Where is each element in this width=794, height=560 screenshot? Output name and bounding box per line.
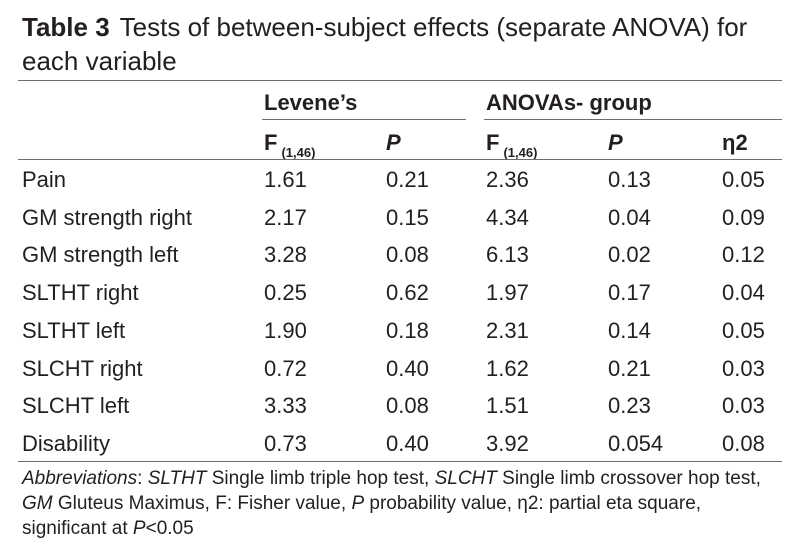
anova-group-header: ANOVAs- group (486, 90, 652, 115)
cell-variable: SLTHT right (22, 280, 139, 305)
cell-levene-p: 0.40 (386, 356, 429, 381)
footnote-segment: Abbreviations (22, 468, 138, 489)
cell-anova-p: 0.23 (608, 393, 651, 418)
col-header-anova-p: P (608, 130, 623, 155)
cell-levene-p: 0.08 (386, 242, 429, 267)
cell-levene-f: 3.33 (264, 393, 307, 418)
cell-variable: SLCHT right (22, 356, 143, 381)
col-header-levene-p: P (386, 130, 401, 155)
cell-levene-f: 3.28 (264, 242, 307, 267)
cell-anova-p: 0.13 (608, 167, 651, 192)
footnote-segment: SLCHT (434, 468, 497, 489)
cell-eta: 0.04 (722, 280, 765, 305)
cell-eta: 0.12 (722, 242, 765, 267)
footnote-segment: <0.05 (145, 518, 194, 539)
cell-levene-p: 0.62 (386, 280, 429, 305)
col-header-levene-f: F (1,46) (264, 130, 316, 160)
table-title: Tests of between-subject effects (separa… (22, 12, 748, 76)
cell-anova-p: 0.14 (608, 318, 651, 343)
cell-anova-p: 0.04 (608, 205, 651, 230)
footnote-segment: Single limb triple hop test, (206, 468, 435, 489)
cell-anova-p: 0.02 (608, 242, 651, 267)
table-label: Table 3 (22, 12, 110, 42)
footnote-segment: SLTHT (147, 468, 207, 489)
footnote-segment: P (351, 493, 365, 514)
col-header-anova-f: F (1,46) (486, 130, 538, 160)
cell-variable: GM strength left (22, 242, 179, 267)
anova-f-df: (1,46) (503, 145, 538, 160)
cell-anova-f: 1.51 (486, 393, 529, 418)
footnote-segment: Single limb crossover hop test, (496, 468, 761, 489)
cell-eta: 0.03 (722, 356, 765, 381)
footnote-segment: P (132, 518, 146, 539)
cell-levene-f: 1.61 (264, 167, 307, 192)
cell-anova-f: 6.13 (486, 242, 529, 267)
levene-group-header: Levene’s (264, 90, 358, 115)
table-footnote: Abbreviations: SLTHT Single limb triple … (22, 466, 782, 541)
cell-levene-f: 2.17 (264, 205, 307, 230)
anova-f-symbol: F (486, 130, 500, 155)
cell-levene-f: 0.72 (264, 356, 307, 381)
levene-f-df: (1,46) (281, 145, 316, 160)
anova-underline (484, 119, 782, 120)
bottom-rule (18, 461, 782, 462)
cell-levene-f: 1.90 (264, 318, 307, 343)
cell-anova-p: 0.054 (608, 431, 664, 456)
cell-eta: 0.08 (722, 431, 765, 456)
cell-anova-f: 3.92 (486, 431, 529, 456)
col-header-eta: η2 (722, 130, 748, 155)
cell-eta: 0.03 (722, 393, 765, 418)
levene-f-symbol: F (264, 130, 278, 155)
cell-anova-f: 2.36 (486, 167, 529, 192)
footnote-segment: probability value, η2: partial eta squar… (22, 493, 702, 539)
cell-levene-f: 0.73 (264, 431, 307, 456)
cell-levene-p: 0.40 (386, 431, 429, 456)
table-caption: Table 3 Tests of between-subject effects … (22, 10, 782, 78)
cell-levene-p: 0.18 (386, 318, 429, 343)
footnote-segment: : (137, 468, 148, 489)
cell-levene-p: 0.21 (386, 167, 429, 192)
cell-variable: SLCHT left (22, 393, 130, 418)
cell-anova-f: 1.62 (486, 356, 529, 381)
cell-eta: 0.05 (722, 318, 765, 343)
cell-variable: Pain (22, 167, 67, 192)
cell-levene-p: 0.15 (386, 205, 429, 230)
footnote-segment: Gluteus Maximus, F: Fisher value, (52, 493, 352, 514)
cell-anova-f: 4.34 (486, 205, 529, 230)
cell-anova-p: 0.21 (608, 356, 651, 381)
cell-variable: GM strength right (22, 205, 192, 230)
cell-variable: SLTHT left (22, 318, 126, 343)
cell-variable: Disability (22, 431, 111, 456)
cell-eta: 0.05 (722, 167, 765, 192)
top-rule (18, 80, 782, 81)
cell-eta: 0.09 (722, 205, 765, 230)
levene-underline (262, 119, 466, 120)
cell-levene-p: 0.08 (386, 393, 429, 418)
cell-anova-f: 1.97 (486, 280, 529, 305)
cell-anova-f: 2.31 (486, 318, 529, 343)
header-rule (18, 159, 782, 160)
footnote-segment: GM (22, 493, 53, 514)
cell-levene-f: 0.25 (264, 280, 307, 305)
cell-anova-p: 0.17 (608, 280, 651, 305)
